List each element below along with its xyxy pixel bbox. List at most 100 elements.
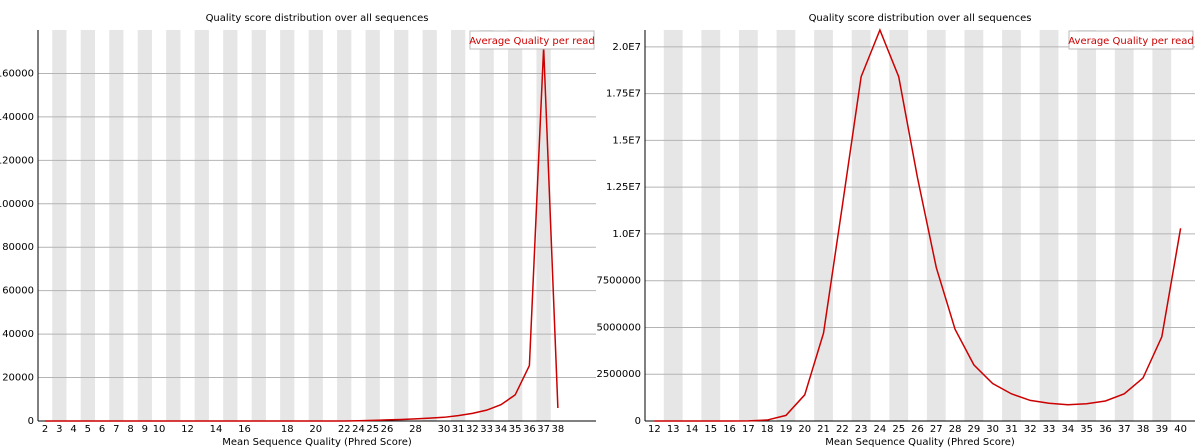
- y-tick-label: 0: [28, 416, 34, 427]
- stripe: [394, 30, 409, 421]
- stripe: [814, 30, 833, 421]
- x-tick-label: 33: [1043, 424, 1056, 435]
- stripe: [479, 30, 494, 421]
- x-tick-label: 33: [480, 424, 493, 435]
- x-tick-label: 32: [1024, 424, 1037, 435]
- stripe: [889, 30, 909, 421]
- y-tick-label: 120000: [0, 155, 34, 166]
- x-tick-label: 34: [495, 424, 508, 435]
- x-tick-label: 26: [381, 424, 394, 435]
- stripe: [1114, 30, 1134, 421]
- x-tick-label: 5: [85, 424, 91, 435]
- stripe: [223, 30, 238, 421]
- stripe: [80, 30, 95, 421]
- legend-label: Average Quality per read: [469, 36, 594, 47]
- x-tick-label: 9: [142, 424, 148, 435]
- x-tick-label: 30: [438, 424, 451, 435]
- stripe: [422, 30, 437, 421]
- stripe: [194, 30, 209, 421]
- y-tick-label: 1.0E7: [612, 229, 641, 240]
- y-tick-label: 20000: [2, 373, 34, 384]
- x-tick-label: 34: [1061, 424, 1074, 435]
- stripe: [701, 30, 721, 421]
- x-tick-label: 13: [667, 424, 680, 435]
- x-axis-label: Mean Sequence Quality (Phred Score): [825, 437, 1015, 448]
- stripe: [365, 30, 380, 421]
- x-tick-label: 22: [338, 424, 351, 435]
- y-tick-label: 1.75E7: [606, 89, 641, 100]
- x-tick-label: 7: [113, 424, 119, 435]
- x-tick-label: 17: [742, 424, 755, 435]
- x-tick-label: 36: [523, 424, 536, 435]
- x-tick-label: 28: [949, 424, 962, 435]
- x-tick-label: 14: [686, 424, 699, 435]
- legend-box: [1068, 30, 1194, 50]
- stripe: [451, 30, 466, 421]
- x-tick-label: 23: [855, 424, 868, 435]
- y-tick-label: 60000: [2, 286, 34, 297]
- stripe: [166, 30, 181, 421]
- x-tick-label: 36: [1099, 424, 1112, 435]
- y-tick-label: 140000: [0, 112, 34, 123]
- x-tick-label: 16: [723, 424, 736, 435]
- x-tick-label: 2: [42, 424, 48, 435]
- stripe: [536, 30, 551, 421]
- stripe: [738, 30, 758, 421]
- x-tick-label: 4: [70, 424, 76, 435]
- x-tick-label: 8: [127, 424, 133, 435]
- x-tick-label: 18: [281, 424, 294, 435]
- x-tick-label: 3: [56, 424, 62, 435]
- x-tick-label: 37: [1118, 424, 1131, 435]
- x-tick-label: 40: [1174, 424, 1187, 435]
- x-tick-label: 32: [466, 424, 479, 435]
- x-tick-label: 37: [537, 424, 550, 435]
- y-tick-label: 100000: [0, 199, 34, 210]
- x-tick-label: 21: [817, 424, 830, 435]
- y-tick-label: 80000: [2, 242, 34, 253]
- x-tick-label: 35: [1080, 424, 1093, 435]
- x-tick-label: 31: [1005, 424, 1018, 435]
- y-tick-label: 2500000: [596, 369, 641, 380]
- x-tick-label: 38: [552, 424, 565, 435]
- stripe: [308, 30, 323, 421]
- x-tick-label: 6: [99, 424, 105, 435]
- y-tick-label: 0: [635, 416, 641, 427]
- x-tick-label: 14: [210, 424, 223, 435]
- series-line: [654, 27, 1182, 422]
- x-tick-label: 25: [892, 424, 905, 435]
- x-tick-label: 30: [986, 424, 999, 435]
- x-tick-label: 25: [366, 424, 379, 435]
- x-tick-label: 15: [704, 424, 717, 435]
- x-tick-label: 26: [911, 424, 924, 435]
- x-tick-label: 19: [780, 424, 793, 435]
- x-tick-label: 35: [509, 424, 522, 435]
- stripe: [251, 30, 266, 421]
- stripe: [926, 30, 946, 421]
- x-tick-label: 27: [930, 424, 943, 435]
- y-tick-label: 5000000: [596, 322, 641, 333]
- stripe: [1002, 30, 1021, 421]
- x-tick-label: 38: [1137, 424, 1150, 435]
- stripe: [1039, 30, 1059, 421]
- stripe: [1152, 30, 1172, 421]
- y-tick-label: 2.0E7: [612, 42, 641, 53]
- x-axis-label: Mean Sequence Quality (Phred Score): [222, 437, 412, 448]
- stripe: [508, 30, 523, 421]
- x-tick-label: 28: [409, 424, 422, 435]
- series-line: [45, 47, 559, 422]
- x-tick-label: 22: [836, 424, 849, 435]
- x-tick-label: 12: [648, 424, 661, 435]
- y-tick-label: 7500000: [596, 276, 641, 287]
- y-tick-label: 1.25E7: [606, 182, 641, 193]
- chart-title: Quality score distribution over all sequ…: [809, 13, 1032, 24]
- x-tick-label: 10: [153, 424, 166, 435]
- x-tick-label: 20: [309, 424, 322, 435]
- x-tick-label: 12: [181, 424, 194, 435]
- x-tick-label: 24: [352, 424, 365, 435]
- x-tick-label: 16: [238, 424, 251, 435]
- stripe: [1077, 30, 1097, 421]
- y-tick-label: 40000: [2, 329, 34, 340]
- stripe: [280, 30, 295, 421]
